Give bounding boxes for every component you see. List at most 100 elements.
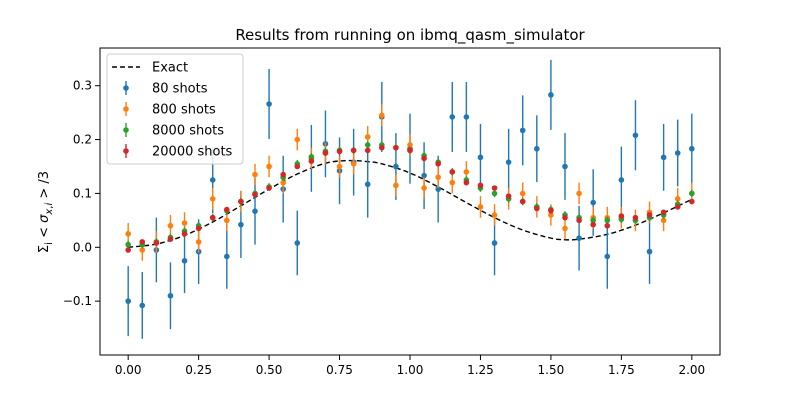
data-point (562, 163, 568, 170)
data-point (294, 240, 301, 246)
series-layer (125, 59, 695, 339)
data-point (632, 132, 639, 139)
data-point (449, 179, 456, 186)
data-point (252, 191, 258, 198)
legend-item-80-shots: 80 shots (123, 81, 208, 97)
data-point (224, 253, 230, 260)
data-point (534, 205, 540, 212)
data-point (280, 179, 286, 186)
data-point (167, 222, 174, 229)
data-point (519, 190, 526, 197)
data-point (294, 163, 301, 170)
x-tick-label: 0.75 (326, 363, 353, 377)
data-point (393, 182, 399, 189)
data-point (238, 198, 244, 205)
x-tick-label: 2.00 (678, 363, 705, 377)
data-point (238, 221, 244, 228)
data-point (449, 169, 456, 175)
data-point (195, 225, 202, 232)
legend-swatch-marker (123, 85, 129, 91)
data-point (590, 217, 596, 224)
data-point (646, 212, 653, 218)
data-point (618, 213, 625, 219)
data-point (209, 196, 216, 202)
data-point (181, 220, 188, 226)
data-point (167, 236, 174, 243)
legend-label: 8000 shots (152, 124, 224, 139)
data-point (252, 208, 258, 214)
data-point (463, 169, 470, 175)
data-point (125, 231, 131, 237)
y-ticks: −0.1 0.0 0.1 0.2 0.3 (63, 79, 100, 308)
legend-swatch-marker (123, 148, 129, 154)
exact-line (128, 159, 693, 248)
data-point (266, 185, 272, 191)
data-point (505, 159, 512, 165)
data-point (139, 302, 146, 309)
data-point (449, 114, 456, 120)
data-point (167, 292, 174, 299)
data-point (364, 147, 371, 154)
data-point (421, 172, 427, 179)
data-point (674, 204, 681, 210)
data-point (336, 163, 343, 170)
data-point (491, 212, 498, 218)
data-point (646, 248, 653, 255)
data-point (689, 198, 695, 205)
data-point (266, 163, 272, 170)
legend-swatch-marker (123, 106, 129, 112)
data-point (252, 171, 258, 178)
legend-item-8000-shots: 8000 shots (123, 123, 224, 139)
legend-box (106, 53, 244, 165)
data-point (125, 247, 131, 253)
legend-label: 80 shots (152, 82, 208, 97)
x-ticks: 0.00 0.25 0.50 0.75 1.00 1.25 1.50 1.75 2.00 (115, 355, 705, 377)
data-point (491, 240, 498, 246)
data-point (590, 199, 596, 206)
data-point (209, 177, 216, 183)
data-point (548, 207, 554, 214)
data-point (224, 217, 230, 224)
data-point (407, 147, 413, 154)
data-point (632, 214, 639, 221)
data-point (491, 185, 498, 191)
data-point (548, 212, 554, 218)
y-tick-label: 0.0 (73, 240, 92, 254)
data-point (308, 158, 315, 164)
data-point (435, 186, 441, 192)
data-point (519, 198, 526, 205)
svg-text:Σi < σx,i > /3: Σi < σx,i > /3 (37, 171, 55, 253)
legend-item-800-shots: 800 shots (123, 102, 216, 118)
data-point (350, 160, 357, 167)
data-point (576, 190, 582, 197)
data-point (125, 241, 131, 248)
y-axis-label: Σi < σx,i > /3 Σ_i < σ_{x,i} > /3 (37, 171, 55, 253)
x-tick-label: 0.50 (256, 363, 283, 377)
data-point (336, 148, 343, 155)
data-point (364, 142, 371, 148)
x-tick-label: 1.25 (467, 363, 494, 377)
legend-label: Exact (152, 61, 188, 76)
data-point (604, 253, 611, 260)
series-20000-shots (125, 144, 695, 253)
data-point (689, 145, 695, 152)
data-point (477, 204, 484, 210)
legend: Exact 80 shots 800 shots 8000 shots 20000 sh… (106, 53, 244, 165)
data-point (660, 154, 667, 161)
y-tick-label: 0.3 (73, 79, 92, 93)
data-point (660, 217, 667, 224)
legend-label: 20000 shots (152, 145, 233, 160)
x-tick-label: 1.50 (538, 363, 565, 377)
data-point (477, 182, 484, 189)
data-point (280, 171, 286, 178)
data-point (519, 127, 526, 134)
data-point (125, 298, 131, 304)
data-point (604, 217, 611, 224)
y-tick-label: 0.1 (73, 186, 92, 200)
data-point (139, 247, 146, 253)
y-tick-label: −0.1 (63, 294, 92, 308)
data-point (350, 147, 357, 154)
data-point (379, 112, 385, 119)
legend-swatch-marker (123, 127, 129, 133)
exact-line-layer (128, 159, 693, 248)
